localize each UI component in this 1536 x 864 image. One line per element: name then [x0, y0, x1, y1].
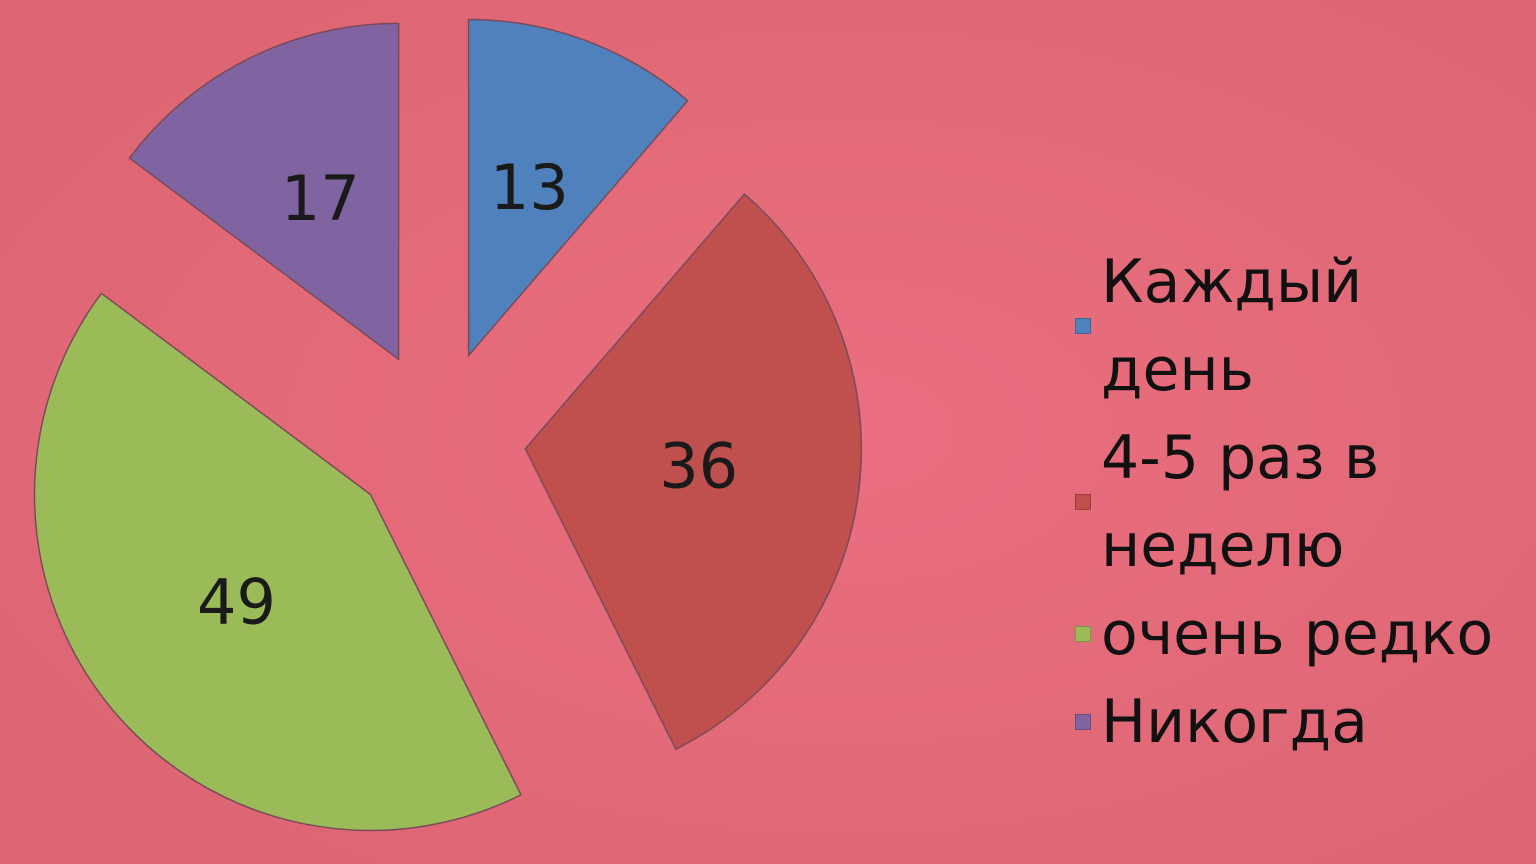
legend-label: очень редко: [1101, 599, 1494, 669]
legend-entry: 4-5 раз в неделю: [1075, 414, 1530, 590]
legend-swatch: [1075, 714, 1091, 730]
data-label: 17: [281, 162, 360, 235]
legend-swatch: [1075, 318, 1091, 334]
legend-swatch: [1075, 494, 1091, 510]
legend-swatch: [1075, 626, 1091, 642]
legend-entry: очень редко: [1075, 590, 1530, 678]
pie-slice: [467, 18, 689, 358]
legend-entry: Никогда: [1075, 678, 1530, 766]
legend-label: 4-5 раз в неделю: [1101, 423, 1380, 581]
data-label: 49: [197, 566, 276, 639]
data-label: 36: [659, 429, 738, 502]
legend-label: Каждый день: [1101, 247, 1363, 405]
data-label: 13: [490, 151, 569, 224]
legend-label: Никогда: [1101, 687, 1368, 757]
legend: Каждый день 4-5 раз в неделю очень редко Ни…: [1075, 238, 1530, 766]
pie-slice: [128, 22, 400, 361]
pie-slice: [33, 292, 523, 832]
legend-entry: Каждый день: [1075, 238, 1530, 414]
pie-slice: [524, 192, 863, 751]
